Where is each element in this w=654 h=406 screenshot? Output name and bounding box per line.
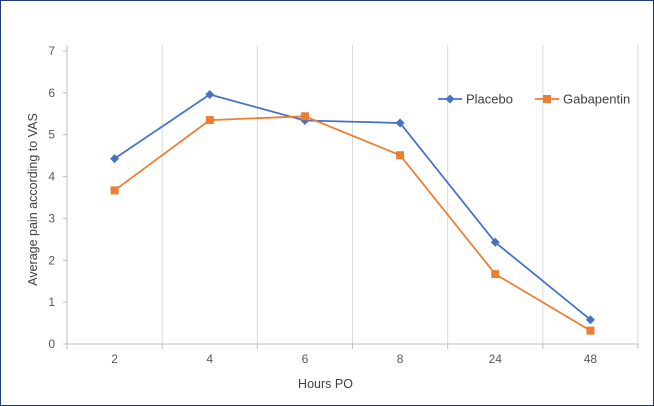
x-tick-label: 4	[206, 352, 213, 366]
y-tick-label: 0	[48, 337, 55, 351]
series-line	[114, 93, 591, 321]
series-placebo	[110, 90, 595, 325]
legend-marker	[445, 94, 455, 104]
legend-marker	[543, 95, 551, 103]
series-line	[114, 115, 591, 332]
y-tick-labels: 0 1 2 3 4 5 6 7	[48, 44, 55, 351]
axes	[63, 45, 639, 349]
y-tick-label: 5	[48, 128, 55, 142]
x-tick-label: 2	[111, 352, 118, 366]
data-point	[300, 112, 309, 121]
y-tick-label: 2	[48, 253, 55, 267]
y-tick-label: 6	[48, 86, 55, 100]
data-point	[396, 151, 405, 160]
data-point	[205, 90, 215, 100]
legend-label: Placebo	[466, 92, 513, 107]
y-tick-label: 7	[48, 44, 55, 58]
data-point	[205, 116, 214, 125]
legend-item-gabapentin: Gabapentin	[535, 92, 630, 107]
data-point	[586, 326, 595, 335]
x-tick-label: 48	[584, 352, 598, 366]
x-tick-labels: 2 4 6 8 24 48	[111, 352, 597, 366]
grid-lines	[161, 45, 639, 344]
legend-item-placebo: Placebo	[438, 92, 513, 107]
data-point	[491, 270, 500, 279]
y-tick-label: 1	[48, 295, 55, 309]
legend: Placebo Gabapentin	[438, 92, 630, 107]
x-tick-label: 24	[489, 352, 503, 366]
y-axis-label: Average pain according to VAS	[26, 113, 40, 286]
legend-label: Gabapentin	[563, 92, 630, 107]
y-tick-label: 4	[48, 170, 55, 184]
series-group	[110, 90, 595, 335]
series-gabapentin	[110, 112, 595, 335]
data-point	[490, 237, 500, 247]
data-point	[585, 315, 595, 325]
x-tick-label: 6	[302, 352, 309, 366]
data-point	[110, 154, 120, 164]
x-axis-label: Hours PO	[298, 377, 353, 391]
data-point	[395, 118, 405, 128]
data-point	[110, 186, 119, 195]
y-tick-label: 3	[48, 211, 55, 225]
x-tick-label: 8	[397, 352, 404, 366]
